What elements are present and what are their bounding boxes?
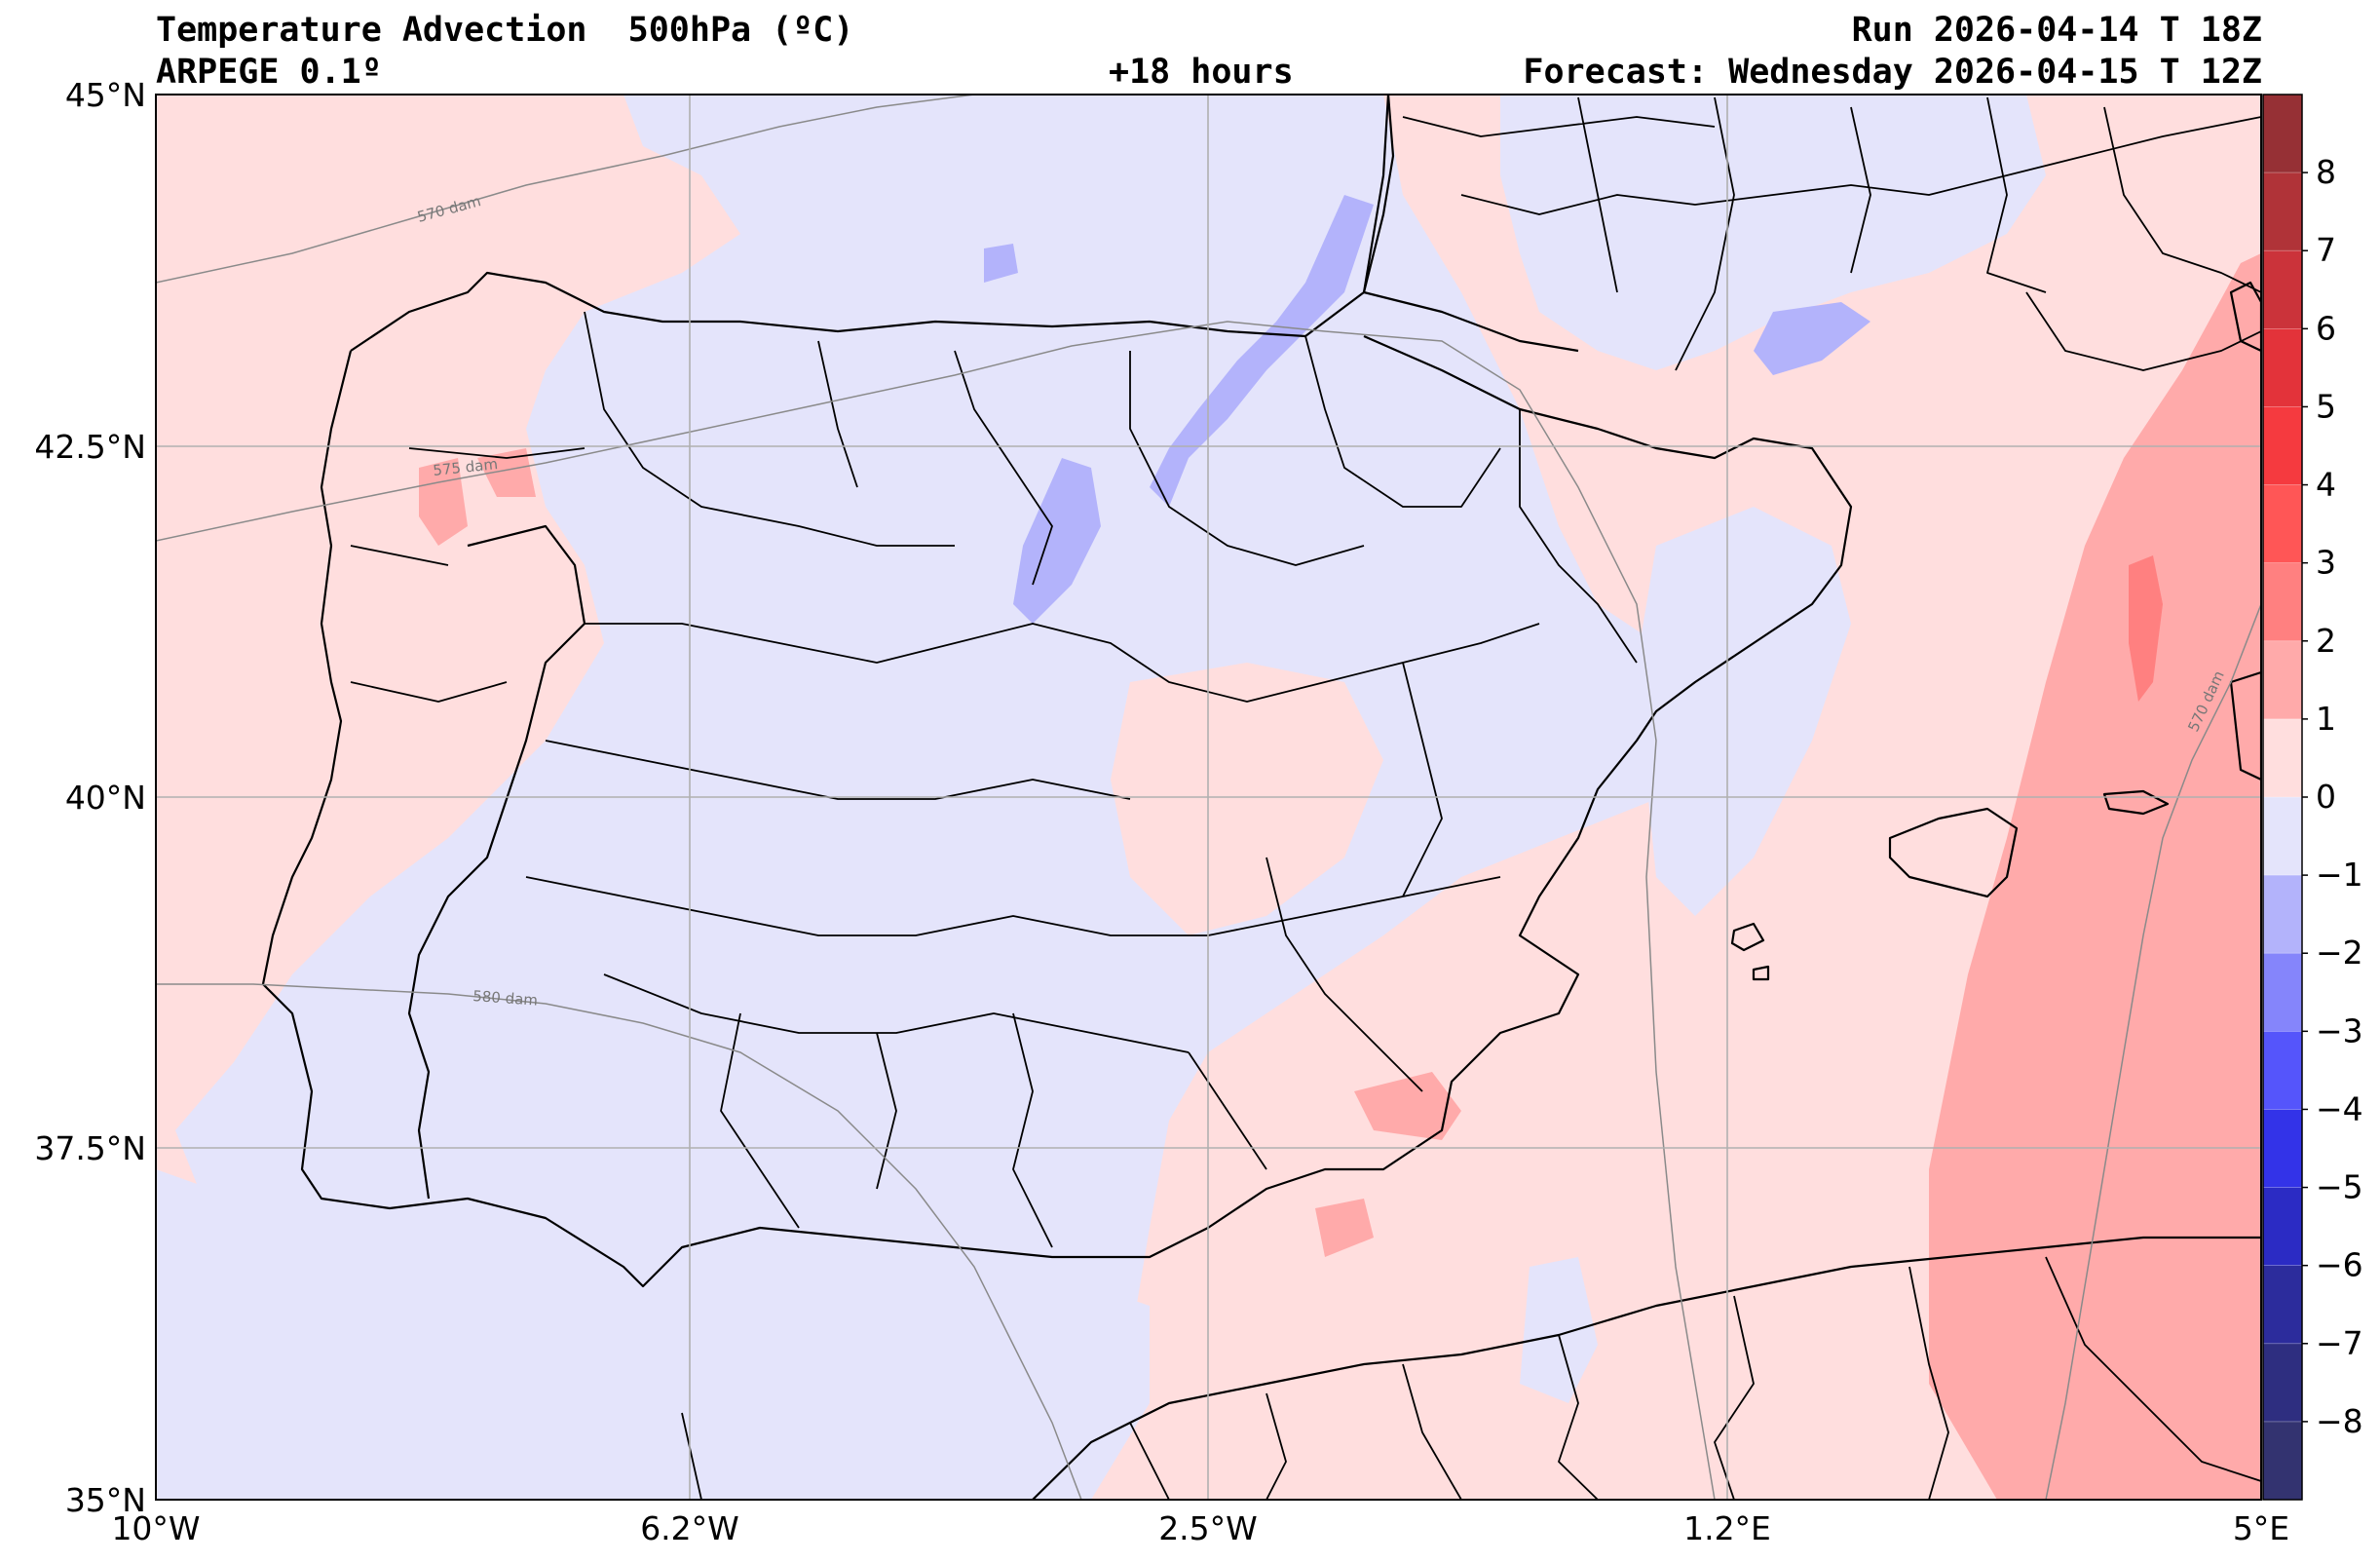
portugal-border [407,524,586,1200]
colorbar-tick-label: −6 [2316,1246,2363,1284]
mallorca [1888,807,2019,898]
colorbar-tick-label: −1 [2316,856,2363,894]
cold-region-france [1500,95,2046,370]
graticule [156,95,2261,1500]
corsica [2229,281,2261,353]
cold-region-north-africa [721,1257,1150,1500]
lead-time: +18 hours [1109,53,1294,92]
colorbar-bin [2263,328,2302,407]
ibiza [1730,922,1765,952]
lon-tick-label: 6.2°W [640,1509,739,1547]
formentera [1752,965,1770,981]
isohypse-580 [156,983,1082,1500]
cold-core-cantabria [1150,195,1374,507]
colorbar-bin [2263,797,2302,876]
africa-borders [681,1256,2261,1500]
isohypse-575 [156,321,1716,1500]
warm-patch-valencia [1354,1072,1461,1140]
map-title: Temperature Advection 500hPa (ºC) [156,11,854,50]
forecast-time: Forecast: Wednesday 2026-04-15 T 12Z [1523,53,2262,92]
france-borders [1402,96,2261,371]
lon-tick-label: 2.5°W [1158,1509,1258,1547]
isohypses [156,95,2261,1500]
colorbar-tick-label: 3 [2316,544,2336,582]
lat-tick-label: 35°N [65,1481,146,1519]
warm-core-east [2129,555,2163,702]
cold-core-small [984,244,1018,283]
run-time: Run 2026-04-14 T 18Z [1851,11,2262,50]
cold-region-east-coast [1637,507,1851,916]
plot-area: 570 dam 575 dam 580 dam 570 dam [156,95,2261,1500]
isohypse-570-east [2045,603,2261,1500]
lat-tick-label: 37.5°N [34,1129,146,1167]
colorbar-tick-label: −8 [2316,1402,2363,1440]
warm-band-africa [1939,1257,2143,1442]
colorbar-bin [2263,1265,2302,1345]
colorbar-bin [2263,640,2302,720]
colorbar-bin [2263,1343,2302,1423]
lat-tick-label: 42.5°N [34,428,146,466]
cold-region-southwest [156,1169,585,1500]
colorbar-bin [2263,1031,2302,1110]
colorbar-tick-label: −2 [2316,934,2363,972]
colorbar-frame [2262,94,2303,1501]
menorca [2102,789,2170,816]
africa-coastline [1032,1236,2261,1500]
cold-region-gulf [1520,1257,1598,1403]
colorbar-tick-label: −5 [2316,1168,2363,1206]
lon-tick-label: 10°W [111,1509,200,1547]
colorbar-tick-label: 4 [2316,466,2336,504]
colorbar-tick-label: 5 [2316,387,2336,425]
model-name: ARPEGE 0.1º [156,53,382,92]
warm-patch-central [1111,663,1383,935]
colorbar-tick-label: 6 [2316,309,2336,347]
colorbar-tick-label: 7 [2316,231,2336,269]
france-coastline [1362,95,1579,353]
colorbar-bin [2263,172,2302,251]
colorbar-tick-label: 8 [2316,153,2336,191]
sardinia [2229,670,2261,782]
region-borders [350,311,1638,1248]
colorbar: 8 7 6 5 4 3 2 1 0 −1 −2 −3 −4 −5 −6 −7 −8 [2262,94,2363,1501]
colorbar-tick-label: −7 [2316,1324,2363,1362]
colorbar-bin [2263,1187,2302,1267]
lat-tick-label: 40°N [65,779,146,817]
map-frame [155,94,2262,1501]
lat-tick-label: 45°N [65,76,146,114]
colorbar-tick-label: −4 [2316,1089,2363,1127]
colorbar-bin [2263,95,2302,173]
warm-patch-northwest [390,244,585,409]
warm-patch-murcia [1315,1199,1374,1257]
borders [261,95,2261,1500]
colorbar-tick-label: 2 [2316,622,2336,660]
cold-core-burgos [1013,458,1101,624]
colorbar-bin [2263,562,2302,642]
colorbar-tick-label: 0 [2316,778,2336,816]
cold-core-pyrenees [1754,302,1870,375]
colorbar-bin [2263,406,2302,486]
isohypse-570-west [156,95,975,284]
colorbar-bin [2263,484,2302,564]
warm-band-east [1929,253,2261,1500]
colorbar-bin [2263,953,2302,1032]
colorbar-tick-label: −3 [2316,1011,2363,1049]
colorbar-bin [2263,1421,2302,1501]
colorbar-bin [2263,1109,2302,1189]
colorbar-tick-label: 1 [2316,700,2336,738]
colorbar-bin [2263,718,2302,798]
lon-tick-label: 1.2°E [1683,1509,1771,1547]
colorbar-bin [2263,250,2302,329]
warm-patch-galicia-2 [477,448,536,497]
lon-tick-label: 5°E [2233,1509,2289,1547]
isohypse-label: 580 dam [472,987,539,1010]
colorbar-bin [2263,875,2302,954]
